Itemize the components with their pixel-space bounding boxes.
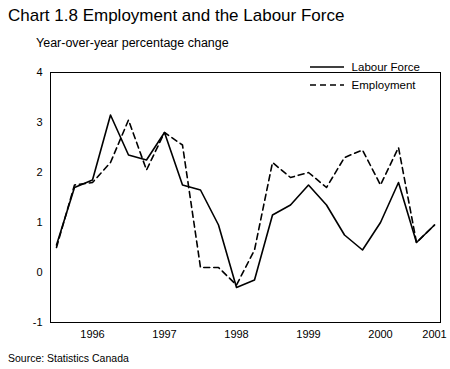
- svg-text:0: 0: [36, 266, 42, 278]
- html-text:Labour Force: Labour Force: [351, 61, 420, 73]
- html-text:Source: Statistics Canada: Source: Statistics Canada: [8, 352, 129, 364]
- svg-text:3: 3: [36, 116, 42, 128]
- html-text:Employment: Employment: [351, 79, 416, 91]
- svg-text:-1: -1: [33, 316, 43, 328]
- svg-text:1996: 1996: [80, 328, 104, 340]
- svg-text:1997: 1997: [152, 328, 176, 340]
- svg-text:2001: 2001: [422, 328, 446, 340]
- svg-text:1999: 1999: [296, 328, 320, 340]
- svg-text:1998: 1998: [224, 328, 248, 340]
- svg-text:2000: 2000: [368, 328, 392, 340]
- svg-text:4: 4: [36, 66, 42, 78]
- html-text:Year-over-year percentage chan: Year-over-year percentage change: [36, 36, 229, 50]
- html-text:Chart 1.8 Employment and the L: Chart 1.8 Employment and the Labour Forc…: [8, 6, 345, 25]
- svg-text:1: 1: [36, 216, 42, 228]
- svg-text:2: 2: [36, 166, 42, 178]
